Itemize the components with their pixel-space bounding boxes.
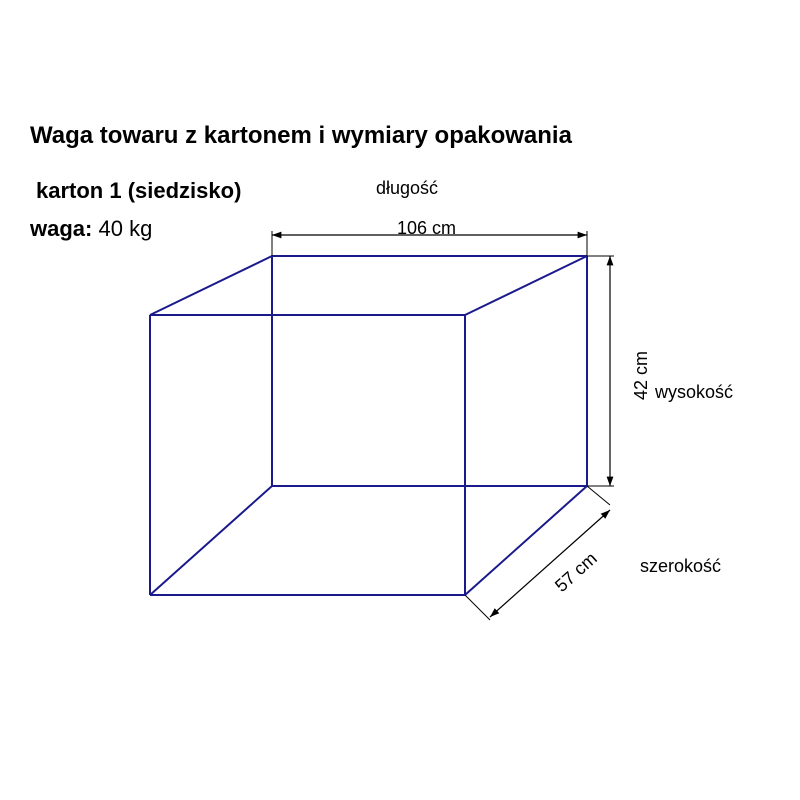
box-diagram [0, 0, 800, 800]
